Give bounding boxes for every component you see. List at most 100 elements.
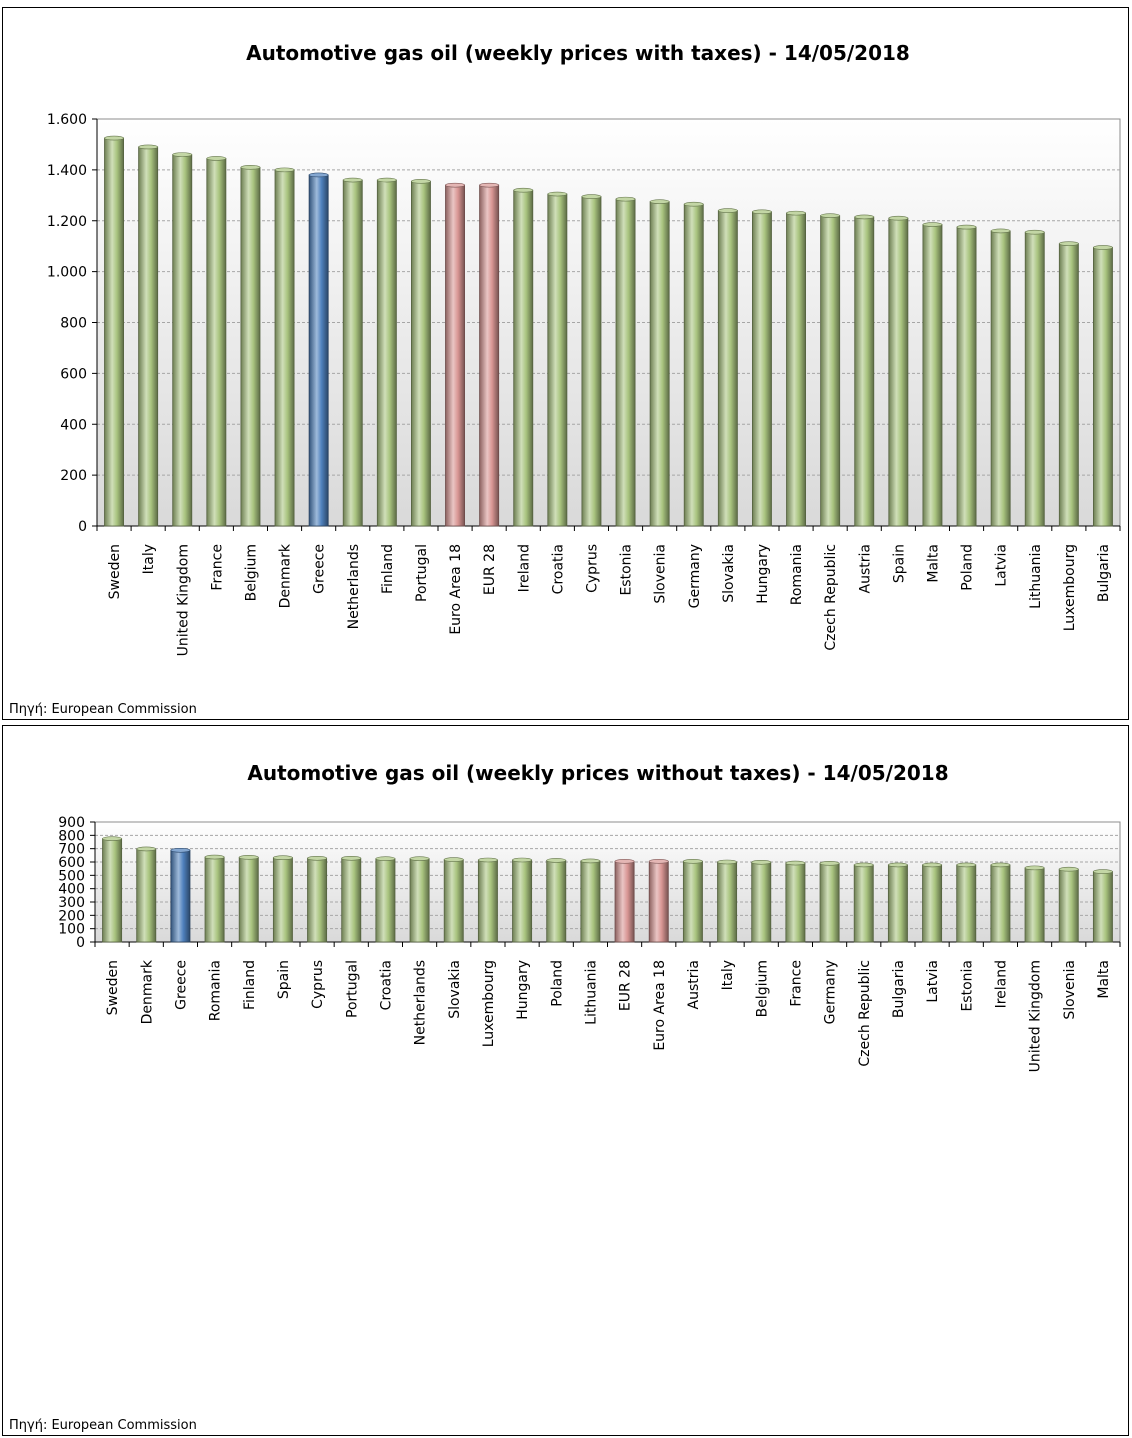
category-label-finland: Finland (380, 544, 396, 594)
source-note: Πηγή: European Commission (9, 1418, 197, 1433)
bar-cap (990, 228, 1011, 234)
category-label-portugal: Portugal (344, 960, 360, 1018)
bar-cap (752, 209, 772, 215)
category-label-belgium: Belgium (754, 960, 770, 1017)
chart-title: Automotive gas oil (weekly prices withou… (247, 761, 948, 785)
bar-estonia (615, 198, 636, 527)
bar-malta (922, 224, 943, 527)
bar-cap (102, 836, 122, 841)
y-tick-label: 300 (58, 895, 85, 911)
bar-cap (786, 210, 806, 216)
category-label-france: France (209, 544, 225, 591)
bar-cap (649, 199, 670, 204)
bar-cap (341, 855, 362, 861)
bar-cyprus (307, 857, 328, 943)
bar-cap (547, 191, 568, 197)
bar-belgium (751, 861, 772, 943)
bar-cap (204, 854, 225, 860)
category-label-euro-area-18: Euro Area 18 (448, 544, 464, 635)
bar-euro-area-18 (648, 860, 669, 943)
category-label-poland: Poland (960, 544, 976, 591)
y-tick-label: 600 (60, 366, 87, 382)
bar-cap (1024, 229, 1045, 235)
bar-cap (1093, 869, 1113, 874)
category-label-lithuania: Lithuania (1028, 544, 1044, 609)
bar-croatia (375, 858, 396, 943)
bar-spain (888, 217, 909, 527)
category-label-italy: Italy (720, 960, 736, 990)
bar-germany (819, 862, 840, 943)
category-label-romania: Romania (208, 960, 224, 1021)
bar-cap (104, 135, 124, 141)
category-label-france: France (788, 960, 804, 1007)
bar-malta (1092, 871, 1113, 943)
bar-cap (581, 194, 602, 199)
bar-cap (888, 215, 909, 221)
category-label-slovakia: Slovakia (721, 544, 737, 603)
bar-cap (1059, 241, 1079, 246)
bar-cap (172, 152, 193, 157)
bar-spain (272, 857, 293, 943)
category-label-slovakia: Slovakia (447, 960, 463, 1019)
bar-austria (854, 216, 875, 527)
bar-ireland (513, 189, 534, 527)
category-label-bulgaria: Bulgaria (891, 960, 907, 1018)
bar-cap (170, 847, 191, 853)
bar-cap (238, 855, 259, 860)
category-label-greece: Greece (312, 544, 328, 594)
category-label-ireland: Ireland (993, 960, 1009, 1008)
y-tick-label: 1.200 (47, 214, 87, 230)
category-label-italy: Italy (141, 544, 157, 574)
bar-cyprus (581, 196, 602, 527)
category-label-eur-28: EUR 28 (482, 544, 498, 595)
bar-cap (240, 165, 261, 170)
category-label-slovenia: Slovenia (653, 544, 669, 604)
top-strip (0, 0, 1132, 7)
bar-cap (1093, 245, 1113, 250)
bar-bulgaria (1093, 247, 1113, 527)
bar-cap (308, 172, 329, 178)
category-label-bulgaria: Bulgaria (1096, 544, 1112, 602)
bar-euro-area-18 (445, 184, 465, 527)
bar-cap (409, 856, 430, 861)
category-label-germany: Germany (687, 544, 703, 608)
bar-cap (274, 167, 295, 173)
bar-latvia (990, 230, 1011, 527)
chart-without-taxes: Automotive gas oil (weekly prices withou… (9, 761, 1121, 1433)
bar-eur-28 (479, 184, 500, 527)
bar-czech-republic (853, 864, 874, 943)
category-label-netherlands: Netherlands (413, 960, 429, 1045)
bar-sweden (104, 137, 124, 527)
category-label-sweden: Sweden (107, 544, 123, 599)
bar-netherlands (342, 179, 363, 527)
y-tick-label: 200 (60, 468, 87, 484)
category-label-malta: Malta (1096, 960, 1112, 999)
category-label-germany: Germany (823, 960, 839, 1024)
category-label-czech-republic: Czech Republic (823, 544, 839, 651)
bar-ireland (990, 864, 1011, 943)
bar-cap (512, 857, 532, 863)
bar-cap (513, 187, 534, 193)
bar-cap (683, 859, 703, 864)
category-label-poland: Poland (549, 960, 565, 1007)
bar-denmark (274, 169, 295, 527)
category-label-euro-area-18: Euro Area 18 (652, 960, 668, 1051)
bar-france (785, 862, 806, 943)
bar-eur-28 (614, 860, 635, 943)
category-label-finland: Finland (242, 960, 258, 1010)
category-label-croatia: Croatia (550, 544, 566, 594)
bar-cap (580, 858, 601, 864)
category-label-united-kingdom: United Kingdom (175, 544, 191, 656)
category-label-croatia: Croatia (378, 960, 394, 1010)
y-tick-label: 1.400 (47, 163, 87, 179)
bar-slovenia (1058, 868, 1079, 943)
bar-poland (956, 226, 977, 527)
y-tick-label: 1.600 (47, 112, 87, 128)
bar-cap (307, 855, 327, 861)
bar-romania (204, 856, 225, 943)
bar-slovakia (443, 859, 464, 943)
bar-hungary (752, 211, 772, 527)
chart-with-taxes: Automotive gas oil (weekly prices with t… (9, 41, 1121, 717)
bar-sweden (102, 838, 123, 943)
category-label-lithuania: Lithuania (583, 960, 599, 1025)
